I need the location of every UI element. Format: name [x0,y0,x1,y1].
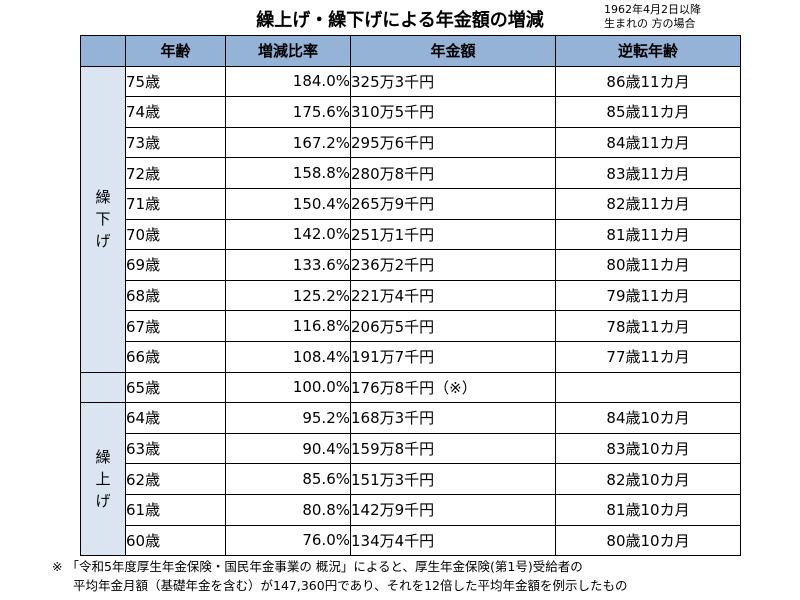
header-amount: 年金額 [350,35,556,67]
header-age: 年齢 [125,35,226,67]
amount-cell: 159万8千円 [350,432,556,465]
rate-cell: 125.2% [225,279,351,312]
amount-cell: 176万8千円（※） [350,371,556,404]
rate-cell: 150.4% [225,187,351,220]
age-cell: 63歳 [125,432,226,465]
table-row: 71歳 150.4% 265万9千円 82歳11カ月 [81,187,741,220]
rate-cell: 167.2% [225,126,351,159]
table-row: 63歳 90.4% 159万8千円 83歳10カ月 [81,432,741,465]
table-row: 繰 下 げ 75歳 184.0% 325万3千円 86歳11カ月 [80,65,741,373]
rate-cell: 90.4% [225,432,351,465]
reversal-cell: 78歳11カ月 [555,310,741,342]
amount-cell: 251万1千円 [350,218,556,251]
age-cell: 68歳 [125,279,226,312]
amount-cell: 142万9千円 [350,493,556,526]
table-row: 60歳 76.0% 134万4千円 80歳10カ月 [81,524,741,557]
age-cell: 69歳 [125,249,226,281]
reversal-cell: 80歳11カ月 [555,249,741,281]
table-row: 70歳 142.0% 251万1千円 81歳11カ月 [81,218,741,251]
table-row: 62歳 85.6% 151万3千円 82歳10カ月 [81,463,741,495]
table-row: 69歳 133.6% 236万2千円 80歳11カ月 [81,249,741,281]
rate-cell: 108.4% [225,340,351,373]
header-reversal: 逆転年齢 [555,35,741,67]
subtitle-line-1: 1962年4月2日以降 [604,3,701,16]
page-title: 繰上げ・繰下げによる年金額の増減 [256,10,544,31]
age-cell: 75歳 [125,65,226,98]
age-cell: 73歳 [125,126,226,159]
header-category [80,35,126,67]
reversal-cell: 83歳11カ月 [555,157,741,189]
baseline-category [80,371,126,404]
amount-cell: 168万3千円 [350,402,556,434]
reversal-cell [555,371,741,404]
reversal-cell: 80歳10カ月 [555,524,741,557]
amount-cell: 310万5千円 [350,96,556,128]
reversal-cell: 82歳11カ月 [555,187,741,220]
age-cell: 61歳 [125,493,226,526]
amount-cell: 151万3千円 [350,463,556,495]
table-row: 66歳 108.4% 191万7千円 77歳11カ月 [81,340,741,373]
amount-cell: 325万3千円 [350,65,556,98]
rate-cell: 80.8% [225,493,351,526]
reversal-cell: 77歳11カ月 [555,340,741,373]
amount-cell: 134万4千円 [350,524,556,557]
table-row: 67歳 116.8% 206万5千円 78歳11カ月 [81,310,741,342]
rate-cell: 100.0% [225,371,351,404]
table-row-baseline: 65歳 100.0% 176万8千円（※） [80,371,741,404]
reversal-cell: 85歳11カ月 [555,96,741,128]
age-cell: 65歳 [125,371,226,404]
age-cell: 72歳 [125,157,226,189]
footnote: ※ 「令和5年度厚生年金保険・国民年金事業の 概況」によると、厚生年金保険(第1… [52,557,792,595]
reversal-cell: 83歳10カ月 [555,432,741,465]
header-row: 年齢 増減比率 年金額 逆転年齢 [80,35,741,67]
age-cell: 74歳 [125,96,226,128]
rate-cell: 184.0% [225,65,351,98]
rate-cell: 142.0% [225,218,351,251]
age-cell: 64歳 [125,402,226,434]
amount-cell: 206万5千円 [350,310,556,342]
reversal-cell: 81歳10カ月 [555,493,741,526]
rate-cell: 133.6% [225,249,351,281]
table-row: 73歳 167.2% 295万6千円 84歳11カ月 [81,126,741,159]
advance-label: 繰 上 げ [80,402,126,557]
age-cell: 71歳 [125,187,226,220]
rate-cell: 116.8% [225,310,351,342]
table-row: 繰 上 げ 64歳 95.2% 168万3千円 84歳10カ月 [80,402,741,557]
amount-cell: 295万6千円 [350,126,556,159]
table-row: 68歳 125.2% 221万4千円 79歳11カ月 [81,279,741,312]
table-row: 72歳 158.8% 280万8千円 83歳11カ月 [81,157,741,189]
reversal-cell: 84歳11カ月 [555,126,741,159]
reversal-cell: 82歳10カ月 [555,463,741,495]
age-cell: 70歳 [125,218,226,251]
amount-cell: 265万9千円 [350,187,556,220]
rate-cell: 158.8% [225,157,351,189]
amount-cell: 280万8千円 [350,157,556,189]
table-row: 74歳 175.6% 310万5千円 85歳11カ月 [81,96,741,128]
reversal-cell: 81歳11カ月 [555,218,741,251]
reversal-cell: 86歳11カ月 [555,65,741,98]
age-cell: 60歳 [125,524,226,557]
rate-cell: 76.0% [225,524,351,557]
rate-cell: 95.2% [225,402,351,434]
table-row: 61歳 80.8% 142万9千円 81歳10カ月 [81,493,741,526]
reversal-cell: 79歳11カ月 [555,279,741,312]
subtitle-line-2: 生まれの 方の場合 [604,17,696,30]
amount-cell: 236万2千円 [350,249,556,281]
footnote-line-1: ※ 「令和5年度厚生年金保険・国民年金事業の 概況」によると、厚生年金保険(第1… [52,559,583,574]
subtitle: 1962年4月2日以降 生まれの 方の場合 [604,3,794,31]
deferral-label: 繰 下 げ [80,65,126,373]
age-cell: 67歳 [125,310,226,342]
pension-table: 年齢 増減比率 年金額 逆転年齢 繰 下 げ 75歳 184.0% 325万3千… [80,35,741,557]
amount-cell: 221万4千円 [350,279,556,312]
rate-cell: 175.6% [225,96,351,128]
rate-cell: 85.6% [225,463,351,495]
footnote-line-2: 平均年金月額（基礎年金を含む）が147,360円であり、それを12倍した平均年金… [73,578,628,593]
header-rate: 増減比率 [225,35,351,67]
age-cell: 62歳 [125,463,226,495]
reversal-cell: 84歳10カ月 [555,402,741,434]
amount-cell: 191万7千円 [350,340,556,373]
age-cell: 66歳 [125,340,226,373]
